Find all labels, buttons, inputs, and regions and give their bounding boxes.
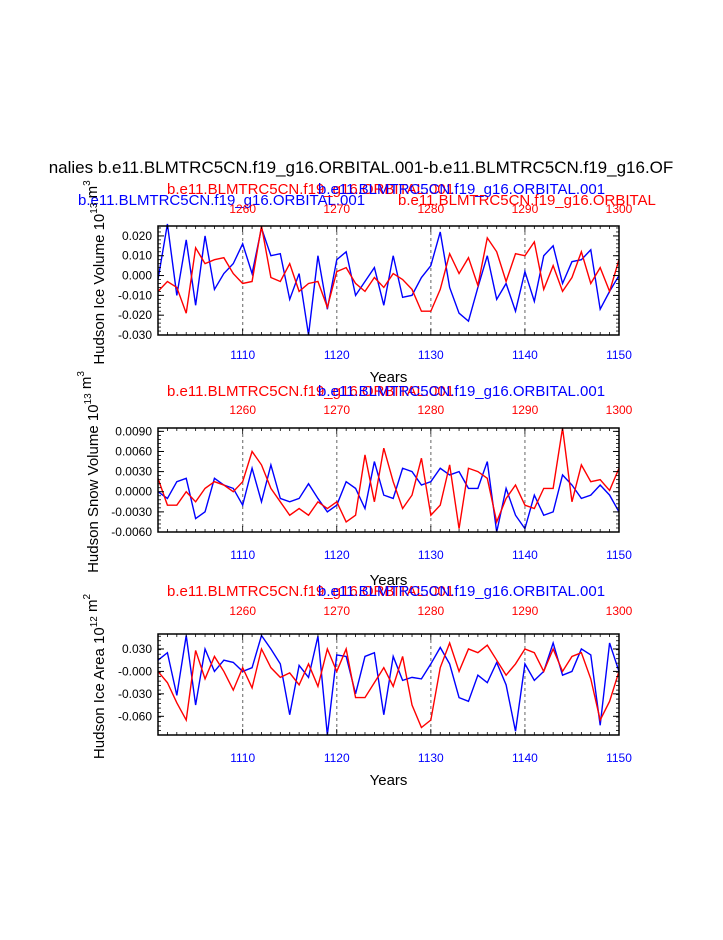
plot-frame bbox=[157, 633, 620, 736]
y-axis-label-part: m bbox=[84, 186, 101, 203]
panels: b.e11.BLMTRC5CN.f19_g16.ORBITAL.001b.e11… bbox=[76, 180, 633, 789]
x-tick-label-top: 1260 bbox=[229, 202, 256, 216]
x-tick-label-top: 1270 bbox=[323, 202, 350, 216]
y-tick-label: -0.060 bbox=[118, 709, 152, 723]
y-axis-label: Hudson Snow Volume 1013 m3 bbox=[76, 371, 102, 573]
hudson-ice-area-panel: b.e11.BLMTRC5CN.f19_g16.ORBITAL.001b.e11… bbox=[82, 583, 633, 789]
x-tick-label-bottom: 1130 bbox=[418, 348, 444, 362]
panel-blue-title: b.e11.BLMTRC5CN.f19_g16.ORBITAL.001 bbox=[318, 181, 605, 198]
panel-red-title: b.e11.BLMTRC5CN.f19_g16.ORBITAL.001 bbox=[167, 583, 454, 600]
hudson-snow-volume-panel: b.e11.BLMTRC5CN.f19_g16.ORBITAL.001b.e11… bbox=[76, 371, 633, 589]
y-tick-label: 0.0060 bbox=[115, 444, 152, 458]
y-tick-label: 0.0090 bbox=[115, 424, 152, 438]
panel-blue-title: b.e11.BLMTRC5CN.f19_g16.ORBITAL.001 bbox=[318, 383, 605, 400]
top-blue-run-label: b.e11.BLMTRC5CN.f19_g16.ORBITAL.001 bbox=[78, 192, 365, 209]
y-tick-label: -0.030 bbox=[118, 687, 152, 701]
y-axis-label-superscript: 13 bbox=[89, 202, 100, 214]
x-tick-label-bottom: 1140 bbox=[512, 348, 538, 362]
y-tick-label: 0.0030 bbox=[115, 465, 152, 479]
x-tick-label-bottom: 1150 bbox=[606, 548, 632, 562]
series-line-blue bbox=[157, 633, 620, 736]
x-tick-label-bottom: 1110 bbox=[230, 548, 255, 562]
y-tick-label: 0.0000 bbox=[115, 485, 152, 499]
y-tick-label: 0.030 bbox=[122, 642, 152, 656]
x-tick-label-bottom: 1150 bbox=[606, 751, 632, 765]
series-line-red bbox=[157, 427, 620, 529]
x-tick-label-bottom: 1130 bbox=[418, 548, 444, 562]
y-axis-label-superscript: 3 bbox=[82, 180, 93, 186]
main-title: nalies b.e11.BLMTRC5CN.f19_g16.ORBITAL.0… bbox=[49, 158, 674, 177]
plot-frame bbox=[157, 427, 620, 533]
x-tick-label-bottom: 1120 bbox=[324, 348, 350, 362]
x-tick-label-bottom: 1120 bbox=[324, 751, 350, 765]
y-axis-label: Hudson Ice Volume 1013 m3 bbox=[82, 180, 108, 365]
y-axis-label-part: Hudson Ice Volume 10 bbox=[91, 214, 108, 365]
series-line-red bbox=[157, 640, 620, 729]
x-tick-label-top: 1260 bbox=[229, 604, 256, 618]
x-tick-label-bottom: 1130 bbox=[418, 751, 444, 765]
y-tick-label: -0.0030 bbox=[111, 505, 152, 519]
y-axis-label-part: Hudson Ice Area 10 bbox=[91, 627, 108, 759]
x-tick-label-top: 1270 bbox=[323, 604, 350, 618]
x-tick-label-top: 1300 bbox=[606, 403, 633, 417]
hudson-ice-volume-panel: b.e11.BLMTRC5CN.f19_g16.ORBITAL.001b.e11… bbox=[82, 180, 633, 386]
series-line-blue bbox=[157, 461, 620, 533]
x-tick-label-top: 1290 bbox=[512, 202, 539, 216]
y-axis-label-superscript: 3 bbox=[76, 371, 87, 377]
top-red-run-label: b.e11.BLMTRC5CN.f19_g16.ORBITAL bbox=[398, 192, 656, 209]
y-axis-label-part: m bbox=[78, 377, 95, 394]
x-tick-label-top: 1280 bbox=[417, 202, 444, 216]
y-tick-label: 0.010 bbox=[122, 249, 152, 263]
x-axis-label: Years bbox=[370, 572, 408, 589]
y-axis-label-part: Hudson Snow Volume 10 bbox=[85, 404, 102, 572]
y-axis-label-superscript: 2 bbox=[82, 594, 93, 600]
series-line-red bbox=[157, 225, 620, 314]
y-tick-label: -0.010 bbox=[118, 288, 152, 302]
x-axis-label: Years bbox=[370, 772, 408, 789]
x-tick-label-top: 1280 bbox=[417, 403, 444, 417]
y-axis-label-part: m bbox=[84, 600, 101, 617]
x-tick-label-top: 1300 bbox=[606, 604, 633, 618]
x-tick-label-bottom: 1120 bbox=[324, 548, 350, 562]
x-tick-label-top: 1300 bbox=[606, 202, 633, 216]
y-tick-label: -0.000 bbox=[118, 664, 152, 678]
y-axis-label: Hudson Ice Area 1012 m2 bbox=[82, 594, 108, 760]
x-tick-label-bottom: 1150 bbox=[606, 348, 632, 362]
x-tick-label-bottom: 1140 bbox=[512, 548, 538, 562]
panel-red-title: b.e11.BLMTRC5CN.f19_g16.ORBITAL.001 bbox=[167, 181, 454, 198]
y-axis-label-superscript: 13 bbox=[83, 393, 94, 405]
x-tick-label-top: 1260 bbox=[229, 403, 256, 417]
y-tick-label: 0.020 bbox=[122, 229, 152, 243]
x-tick-label-bottom: 1140 bbox=[512, 751, 538, 765]
y-tick-label: -0.020 bbox=[118, 308, 152, 322]
y-tick-label: -0.030 bbox=[118, 328, 152, 342]
x-tick-label-bottom: 1110 bbox=[230, 751, 255, 765]
x-tick-label-top: 1290 bbox=[512, 403, 539, 417]
x-tick-label-bottom: 1110 bbox=[230, 348, 255, 362]
panel-red-title: b.e11.BLMTRC5CN.f19_g16.ORBITAL.001 bbox=[167, 383, 454, 400]
y-tick-label: -0.0060 bbox=[111, 525, 152, 539]
x-tick-label-top: 1280 bbox=[417, 604, 444, 618]
x-tick-label-top: 1290 bbox=[512, 604, 539, 618]
x-tick-label-top: 1270 bbox=[323, 403, 350, 417]
y-axis-label-superscript: 12 bbox=[89, 616, 100, 628]
panel-blue-title: b.e11.BLMTRC5CN.f19_g16.ORBITAL.001 bbox=[318, 583, 605, 600]
plot-frame bbox=[157, 225, 620, 336]
x-axis-label: Years bbox=[370, 369, 408, 386]
y-tick-label: 0.000 bbox=[122, 269, 152, 283]
